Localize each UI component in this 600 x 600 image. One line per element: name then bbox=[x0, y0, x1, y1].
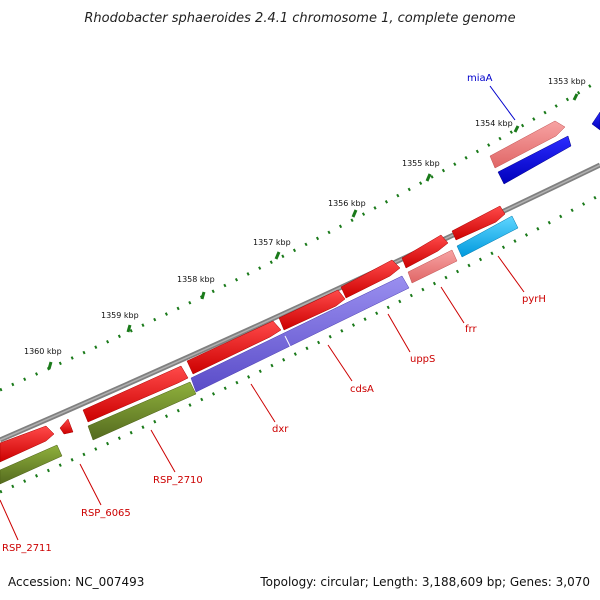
gene-label[interactable]: RSP_6065 bbox=[81, 508, 131, 519]
gene-frr-arrow[interactable] bbox=[407, 249, 458, 284]
gene-purple-arrow[interactable] bbox=[190, 275, 410, 393]
map-title: Rhodobacter sphaeroides 2.4.1 chromosome… bbox=[84, 11, 515, 26]
kbp-scale: 1353 kbp 1354 kbp 1355 kbp 1356 kbp 1357… bbox=[24, 77, 586, 370]
gene-label[interactable]: miaA bbox=[467, 73, 493, 84]
leader-line bbox=[250, 383, 276, 423]
gene-labels: miaA pyrH frr uppS cdsA dxr RSP_2710 RSP… bbox=[0, 73, 546, 554]
gene-blue-arrow[interactable] bbox=[497, 135, 572, 185]
gene-olive-arrow[interactable] bbox=[87, 381, 197, 441]
gene-label[interactable]: cdsA bbox=[350, 384, 374, 395]
reverse-strand-genes bbox=[0, 111, 600, 485]
gene-label[interactable]: RSP_2710 bbox=[153, 475, 203, 486]
gene-arrow-3[interactable] bbox=[340, 259, 401, 299]
kbp-tick bbox=[274, 251, 281, 260]
gene-arrow-5[interactable] bbox=[186, 320, 282, 375]
gene-miaA-arrow[interactable] bbox=[489, 120, 566, 169]
leader-line bbox=[440, 286, 465, 324]
leader-line bbox=[489, 85, 516, 121]
kbp-tick bbox=[126, 324, 132, 333]
kbp-label: 1354 kbp bbox=[475, 119, 513, 128]
kbp-label: 1360 kbp bbox=[24, 347, 62, 356]
gene-label[interactable]: pyrH bbox=[522, 294, 546, 305]
gene-arrow-2[interactable] bbox=[401, 234, 449, 269]
genome-summary-text: Topology: circular; Length: 3,188,609 bp… bbox=[259, 575, 590, 589]
gene-arrow-4[interactable] bbox=[278, 289, 346, 331]
inner-tick-ring bbox=[0, 193, 600, 494]
gene-label[interactable]: RSP_2711 bbox=[2, 543, 52, 554]
kbp-label: 1358 kbp bbox=[177, 275, 215, 284]
forward-strand-genes bbox=[0, 120, 566, 463]
gene-arrow-6[interactable] bbox=[82, 365, 189, 423]
kbp-label: 1357 kbp bbox=[253, 238, 291, 247]
accession-text: Accession: NC_007493 bbox=[8, 575, 144, 589]
kbp-tick bbox=[200, 291, 206, 300]
gene-arrow-8[interactable] bbox=[0, 425, 55, 463]
gene-arrow-1[interactable] bbox=[451, 205, 506, 241]
gene-label[interactable]: dxr bbox=[272, 424, 289, 435]
gene-pyrH-arrow[interactable] bbox=[456, 215, 519, 258]
kbp-label: 1356 kbp bbox=[328, 199, 366, 208]
leader-line bbox=[497, 255, 525, 293]
kbp-tick bbox=[572, 93, 579, 101]
gene-arrow-7[interactable] bbox=[59, 418, 74, 435]
kbp-tick bbox=[47, 361, 53, 370]
leader-line bbox=[327, 344, 353, 382]
gene-olive-arrow-2[interactable] bbox=[0, 444, 63, 485]
gene-label[interactable]: uppS bbox=[410, 354, 435, 365]
kbp-label: 1359 kbp bbox=[101, 311, 139, 320]
gene-label[interactable]: frr bbox=[465, 324, 477, 335]
chromosome-backbone bbox=[0, 162, 600, 443]
leader-line bbox=[79, 463, 102, 506]
kbp-label: 1355 kbp bbox=[402, 159, 440, 168]
kbp-label: 1353 kbp bbox=[548, 77, 586, 86]
gene-blue-arrow-edge[interactable] bbox=[591, 111, 600, 131]
leader-line bbox=[0, 499, 19, 541]
kbp-tick bbox=[425, 173, 432, 182]
kbp-tick bbox=[513, 125, 520, 133]
leader-line bbox=[150, 429, 176, 473]
leader-line bbox=[387, 313, 411, 353]
kbp-tick bbox=[351, 209, 358, 218]
